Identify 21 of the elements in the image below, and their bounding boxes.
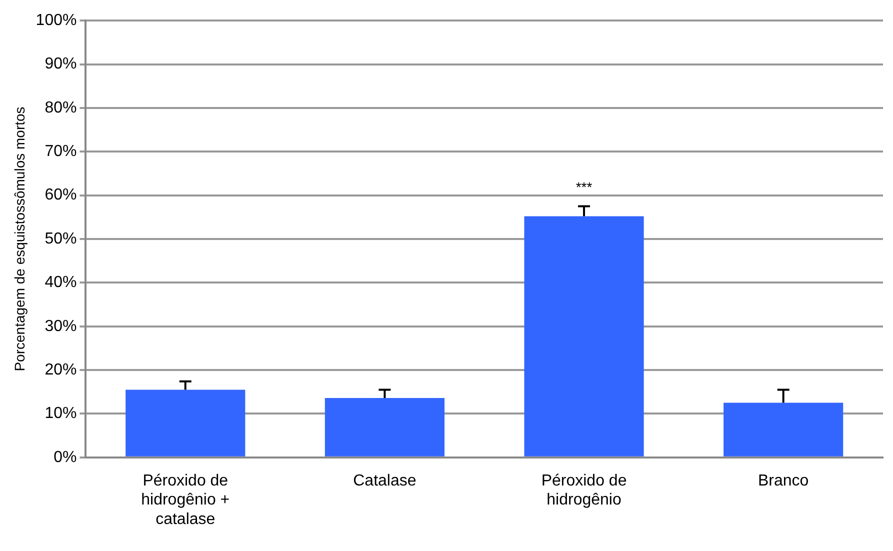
y-tick-label: 80% [44,99,77,116]
y-tick-label: 70% [44,143,77,160]
y-tick-label: 90% [44,56,77,73]
y-tick-label: 40% [44,274,77,292]
bar [324,398,444,456]
y-tick-label: 60% [44,186,77,204]
x-tick-label: Péroxido de hidrogênio [541,472,627,509]
y-axis-title: Porcentagem de esquistossômulos mortos [11,106,28,372]
x-tick-label: Catalase [353,472,416,490]
x-tick-label: Branco [758,472,809,490]
y-tick-label: 20% [44,361,77,378]
bar [724,402,844,456]
y-tick-label: 100% [36,12,77,30]
y-tick-label: 30% [44,318,77,335]
y-tick-label: 10% [44,405,77,422]
y-tick-label: 0% [54,448,77,466]
bar [524,216,644,456]
x-tick-label: Péroxido de hidrogênio + catalase [141,472,230,528]
annotation: *** [576,179,593,196]
bar [126,390,246,456]
y-tick-label: 50% [44,230,77,248]
